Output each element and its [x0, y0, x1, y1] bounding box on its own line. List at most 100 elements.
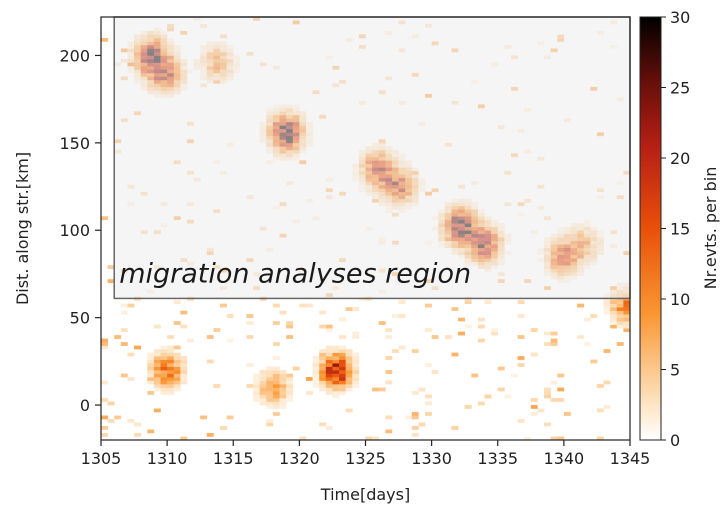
heatmap-cell: [411, 412, 419, 416]
heatmap-cell: [497, 366, 505, 371]
heatmap-cell: [259, 401, 267, 406]
heatmap-cell: [206, 359, 214, 364]
heatmap-cell: [259, 380, 267, 385]
heatmap-cell: [160, 359, 168, 364]
colorbar-tick-label: 5: [670, 361, 680, 380]
heatmap-cell: [339, 366, 346, 371]
y-tick-label: 200: [59, 46, 90, 65]
heatmap-cell: [332, 384, 340, 388]
heatmap-cell: [590, 359, 598, 364]
heatmap-cell: [180, 377, 188, 381]
heatmap-cell: [391, 314, 399, 318]
heatmap-cell: [352, 384, 360, 388]
heatmap-cell: [312, 359, 320, 364]
heatmap-cell: [173, 366, 181, 371]
heatmap-cell: [312, 356, 320, 360]
heatmap-cell: [411, 349, 419, 353]
heatmap-cell: [332, 373, 340, 378]
heatmap-cell: [451, 426, 459, 430]
heatmap-cell: [266, 384, 274, 388]
heatmap-cell: [272, 370, 280, 374]
heatmap-cell: [173, 300, 181, 304]
heatmap-cell: [339, 370, 346, 374]
colorbar-tick-label: 0: [670, 431, 680, 450]
heatmap-cell: [107, 279, 115, 283]
heatmap-cell: [484, 394, 492, 399]
heatmap-cell: [325, 426, 333, 430]
heatmap-cell: [405, 415, 413, 420]
y-tick-label: 100: [59, 221, 90, 240]
heatmap-cell: [425, 363, 432, 367]
heatmap-cell: [524, 436, 532, 441]
heatmap-cell: [352, 380, 360, 385]
heatmap-cell: [464, 405, 472, 409]
heatmap-cell: [186, 338, 194, 343]
heatmap-cell: [484, 300, 492, 304]
heatmap-cell: [517, 419, 525, 423]
heatmap-cell: [266, 387, 274, 392]
heatmap-cell: [504, 394, 512, 399]
heatmap-cell: [167, 373, 175, 378]
heatmap-cell: [458, 317, 465, 322]
heatmap-cell: [345, 373, 353, 378]
heatmap-cell: [266, 394, 274, 399]
heatmap-cell: [226, 338, 234, 343]
heatmap-cell: [272, 377, 280, 381]
heatmap-cell: [339, 352, 346, 357]
heatmap-cell: [279, 401, 287, 406]
heatmap-cell: [213, 384, 221, 388]
heatmap-cell: [332, 345, 340, 350]
heatmap-cell: [160, 349, 168, 353]
heatmap-cell: [286, 380, 294, 385]
heatmap-cell: [226, 415, 234, 420]
y-axis-label: Dist. along str.[km]: [13, 152, 32, 305]
heatmap-cell: [332, 370, 340, 374]
heatmap-cell: [325, 391, 333, 395]
heatmap-cell: [253, 387, 260, 392]
x-tick-label: 1320: [279, 449, 320, 468]
heatmap-cell: [279, 394, 287, 399]
heatmap-cell: [246, 335, 254, 339]
heatmap-cell: [153, 363, 161, 367]
heatmap-cell: [272, 387, 280, 392]
heatmap-cell: [167, 359, 175, 364]
heatmap-cell: [266, 401, 274, 406]
heatmap-cell: [332, 356, 340, 360]
heatmap-cell: [325, 359, 333, 364]
heatmap-cell: [127, 352, 135, 357]
heatmap-cell: [167, 356, 175, 360]
heatmap-cell: [590, 314, 598, 318]
heatmap-cell: [173, 356, 181, 360]
heatmap-cell: [101, 415, 108, 420]
heatmap-cell: [266, 405, 274, 409]
heatmap-cell: [160, 391, 168, 395]
heatmap-cell: [167, 387, 175, 392]
heatmap-cell: [530, 412, 538, 416]
heatmap-cell: [153, 356, 161, 360]
heatmap-cell: [577, 303, 585, 308]
heatmap-cell: [544, 391, 551, 395]
heatmap-cell: [266, 422, 274, 427]
heatmap-cell: [153, 380, 161, 385]
heatmap-cell: [272, 366, 280, 371]
heatmap-cell: [180, 373, 188, 378]
heatmap-cell: [312, 373, 320, 378]
heatmap-cell: [134, 345, 141, 350]
heatmap-cell: [550, 380, 558, 385]
heatmap-cell: [332, 394, 340, 399]
heatmap-cell: [279, 387, 287, 392]
heatmap-cell: [411, 415, 419, 420]
heatmap-cell: [610, 307, 618, 311]
heatmap-cell: [180, 363, 188, 367]
heatmap-cell: [286, 335, 294, 339]
heatmap-cell: [550, 398, 558, 402]
heatmap-cell: [266, 419, 274, 423]
heatmap-cell: [325, 370, 333, 374]
heatmap-cell: [339, 359, 346, 364]
colorbar-tick-label: 30: [670, 8, 690, 27]
migration-region-box: [113, 16, 631, 300]
heatmap-cell: [272, 398, 280, 402]
heatmap-cell: [319, 366, 327, 371]
heatmap-cell: [127, 377, 135, 381]
